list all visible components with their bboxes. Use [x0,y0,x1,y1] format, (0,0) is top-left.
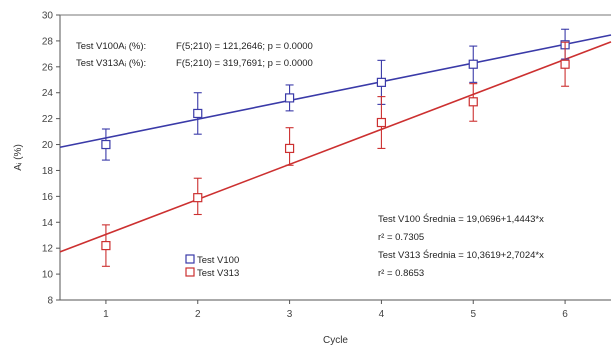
y-tick-label: 22 [42,114,54,125]
legend-label-v313: Test V313 [197,268,239,279]
y-tick-label: 18 [42,166,54,177]
data-point-v100 [284,93,295,103]
data-point-v313 [284,143,295,154]
y-tick-label: 14 [42,218,54,229]
legend: Test V100 Test V313 [185,254,239,279]
annotations: Test V100Aᵢ (%): F(5;210) = 121,2646; p … [76,41,544,279]
fit-line-v313 [59,41,612,253]
y-tick-label: 12 [42,244,54,255]
legend-marker-v313 [185,267,195,277]
data-point-v313 [101,240,111,251]
y-tick-label: 28 [42,36,54,47]
r2-label-v313: r² = 0.8653 [378,268,424,279]
r2-label-v100: r² = 0.7305 [378,232,424,243]
x-tick-label: 3 [287,309,293,320]
y-tick-label: 20 [42,140,54,151]
y-tick-label: 26 [42,62,54,73]
x-tick-label: 6 [562,309,568,320]
x-tick-label: 1 [103,309,109,320]
fit-label-v313: Test V313 Średnia = 10,3619+2,7024*x [378,249,544,261]
y-tick-label: 30 [42,11,54,22]
y-axis-label: Aᵢ (%) [13,144,24,171]
regression-lines [59,34,612,253]
y-tick-label: 8 [47,296,53,307]
x-tick-label: 4 [379,309,385,320]
data-point-v100 [468,59,478,69]
x-axis-label: Cycle [323,335,348,346]
data-point-v313 [468,97,478,107]
x-tick-label: 2 [195,309,201,320]
anova-label-v313: Test V313Aᵢ (%): [76,58,146,69]
data-point-v100 [376,77,387,87]
data-point-v313 [376,117,387,128]
data-point-v313 [193,193,203,203]
anova-label-v100: Test V100Aᵢ (%): [76,41,146,52]
fit-line-v100 [59,34,612,149]
legend-marker-v100 [185,254,195,264]
data-points [101,28,570,267]
y-tick-label: 16 [42,192,54,203]
x-tick-label: 5 [470,309,476,320]
y-tick-label: 10 [42,270,54,281]
anova-value-v313: F(5;210) = 319,7691; p = 0.0000 [176,58,313,69]
data-point-v313 [560,59,570,69]
anova-value-v100: F(5;210) = 121,2646; p = 0.0000 [176,41,313,52]
legend-label-v100: Test V100 [197,255,239,266]
data-point-v100 [101,139,111,150]
data-point-v100 [193,108,203,119]
y-tick-label: 24 [42,88,54,99]
fit-label-v100: Test V100 Średnia = 19,0696+1,4443*x [378,213,544,225]
